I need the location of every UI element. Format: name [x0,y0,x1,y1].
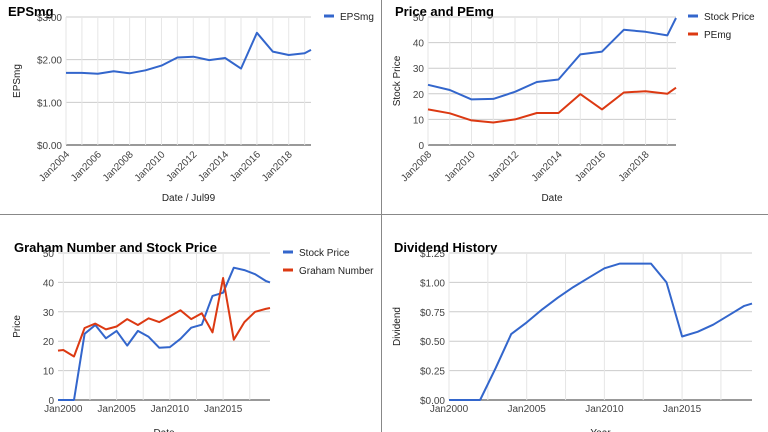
eps-y-axis-title: EPSmg [12,64,23,98]
eps-series-line-0 [66,31,312,75]
eps-x-tick-label: Jan2016 [228,149,263,184]
price-pe-y-tick-label: 0 [418,141,424,152]
price-pe-y-tick-label: 10 [413,115,425,126]
graham-x-tick-label: Jan2015 [204,404,243,415]
dividend-x-tick-label: Jan2005 [508,404,547,415]
graham-y-tick-label: 20 [43,337,55,348]
horizontal-divider [0,214,768,215]
price-pe-y-tick-label: 40 [413,39,425,50]
price-pe-series-line-1 [427,86,677,124]
graham-x-tick-label: Jan2010 [151,404,190,415]
price-pe-x-tick-label: Jan2008 [399,149,434,184]
graham-legend-label-0: Stock Price [299,248,350,259]
price-pe-x-tick-label: Jan2012 [486,149,521,184]
graham-x-tick-label: Jan2005 [97,404,136,415]
dividend-y-tick-label: $0.75 [420,308,445,319]
graham-chart-title: Graham Number and Stock Price [14,240,217,255]
eps-x-tick-label: Jan2010 [133,149,168,184]
price-pe-y-tick-label: 20 [413,90,425,101]
graham-y-tick-label: 40 [43,278,55,289]
eps-x-tick-label: Jan2018 [260,149,295,184]
price-pe-x-axis-title: Date [541,193,563,204]
price-pe-y-tick-label: 50 [413,13,425,24]
price-pe-legend-label-0: Stock Price [704,12,755,23]
eps-x-tick-label: Jan2004 [37,149,72,184]
chart-panel-graham: Graham Number and Stock Price 0 10 20 30 40 50… [0,216,384,432]
dividend-y-tick-label: $0.25 [420,367,445,378]
graham-x-axis-title: Date [153,428,175,432]
price-pe-chart-title: Price and PEmg [395,4,494,19]
dividend-y-tick-label: $1.00 [420,278,445,289]
dividend-chart-title: Dividend History [394,240,498,255]
price-pe-x-tick-label: Jan2014 [530,149,565,184]
dividend-chart-svg: Dividend History $0.00 $0.25 $0.50 $0.75 $1.0… [392,240,753,432]
graham-y-tick-label: 0 [48,396,54,407]
eps-chart-title: EPSmg [8,4,54,19]
price-pe-x-tick-label: Jan2016 [573,149,608,184]
graham-legend-label-1: Graham Number [299,266,374,277]
price-pe-y-tick-label: 30 [413,64,425,75]
eps-y-tick-label: $3.00 [37,13,62,24]
dividend-x-tick-label: Jan2015 [663,404,702,415]
dividend-x-tick-label: Jan2000 [430,404,469,415]
chart-panel-price-pe: Price and PEmg 0 10 20 30 40 50 Jan2008 Jan2010 J… [384,0,768,216]
graham-y-axis-title: Price [12,315,23,338]
eps-chart-svg: EPSmg$0.00$1.00$2.00$3.00Jan2004Jan2006J… [8,4,374,204]
eps-y-tick-label: $2.00 [37,56,62,67]
eps-x-tick-label: Jan2012 [164,149,199,184]
graham-y-tick-label: 10 [43,367,55,378]
eps-x-tick-label: Jan2006 [69,149,104,184]
graham-y-tick-label: 30 [43,308,55,319]
price-pe-series-line-0 [427,17,677,101]
eps-y-tick-label: $0.00 [37,141,62,152]
eps-x-tick-label: Jan2014 [196,149,231,184]
dividend-y-axis-title: Dividend [392,307,403,346]
price-pe-legend-label-1: PEmg [704,30,731,41]
dividend-y-tick-label: $0.00 [420,396,445,407]
price-pe-y-axis-title: Stock Price [392,55,403,106]
price-pe-x-tick-label: Jan2018 [617,149,652,184]
graham-series-line-0 [58,266,271,401]
chart-panel-dividend: Dividend History $0.00 $0.25 $0.50 $0.75 $1.0… [384,216,768,432]
eps-x-tick-label: Jan2008 [101,149,136,184]
eps-y-tick-label: $1.00 [37,98,62,109]
dividend-series-line-0 [449,262,753,401]
dividend-y-tick-label: $0.50 [420,337,445,348]
graham-chart-svg: Graham Number and Stock Price 0 10 20 30 40 50… [12,240,374,432]
chart-panel-eps: EPSmg $0.00 $1.00 $2.00 $3.00 Jan2004 Jan2006 J… [0,0,384,216]
eps-legend-label-0: EPSmg [340,12,374,23]
dividend-x-axis-title: Year [590,428,611,432]
graham-x-tick-label: Jan2000 [44,404,83,415]
dividend-y-tick-label: $1.25 [420,249,445,260]
eps-x-axis-title: Date / Jul99 [162,193,216,204]
vertical-divider [381,0,382,432]
graham-y-tick-label: 50 [43,249,55,260]
price-pe-x-tick-label: Jan2010 [443,149,478,184]
dividend-x-tick-label: Jan2010 [585,404,624,415]
graham-series-line-1 [57,277,271,358]
